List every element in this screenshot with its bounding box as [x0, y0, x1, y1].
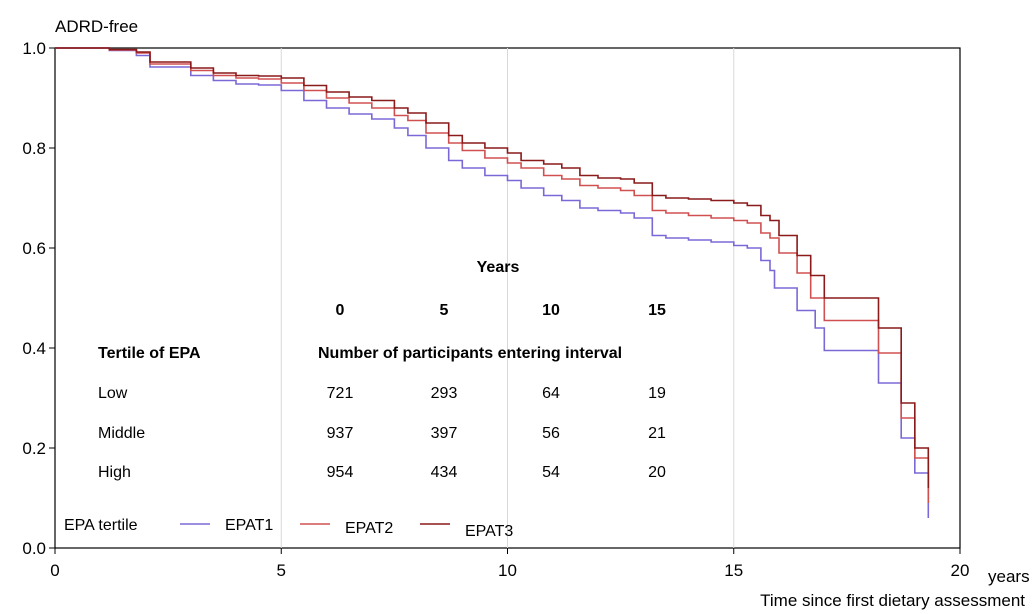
risk-table-year: 5 — [440, 302, 449, 319]
series-line-epat3 — [55, 47, 930, 488]
legend-label: EPAT1 — [225, 517, 273, 534]
risk-table-row-label: Low — [98, 385, 128, 402]
risk-table-cell: 21 — [648, 425, 666, 442]
y-tick-label: 0.0 — [22, 539, 46, 558]
risk-table-year: 0 — [336, 302, 345, 319]
risk-table-cell: 293 — [431, 385, 458, 402]
risk-table-row-label: High — [98, 464, 131, 481]
y-tick-label: 0.4 — [22, 339, 46, 358]
risk-table-cell: 54 — [542, 464, 560, 481]
y-tick-label: 0.2 — [22, 439, 46, 458]
risk-table-years: 0 5 10 15 — [336, 302, 666, 319]
risk-table-row-header: Tertile of EPA — [98, 345, 201, 362]
risk-table-cell: 954 — [327, 464, 354, 481]
legend: EPA tertile EPAT1 EPAT2 EPAT3 — [64, 517, 513, 540]
legend-label: EPAT3 — [465, 523, 513, 540]
x-axis-label: Time since first dietary assessment — [760, 591, 1025, 610]
y-tick-label: 0.8 — [22, 139, 46, 158]
risk-table-cell: 937 — [327, 425, 354, 442]
risk-table-cell: 721 — [327, 385, 354, 402]
risk-table-cell: 64 — [542, 385, 560, 402]
risk-table: Years 0 5 10 15 Tertile of EPA Number of pa… — [98, 259, 666, 481]
x-tick-label: 20 — [951, 561, 970, 580]
legend-title: EPA tertile — [64, 517, 138, 534]
risk-table-row-label: Middle — [98, 425, 145, 442]
legend-label: EPAT2 — [345, 520, 393, 537]
risk-table-year: 10 — [542, 302, 560, 319]
x-tick-label: 10 — [498, 561, 517, 580]
risk-table-title: Years — [477, 259, 520, 276]
risk-table-column-header: Number of participants entering interval — [318, 345, 622, 362]
series-line-epat1 — [55, 47, 930, 518]
y-tick-label: 0.6 — [22, 239, 46, 258]
risk-table-year: 15 — [648, 302, 666, 319]
risk-table-rows: Low 721 293 64 19 Middle 937 397 56 21 High 954 434 5… — [98, 385, 666, 481]
grid-lines — [280, 48, 735, 548]
risk-table-cell: 434 — [431, 464, 458, 481]
series-line-epat2 — [55, 47, 930, 503]
y-axis-label: ADRD-free — [55, 17, 138, 36]
y-tick-label: 1.0 — [22, 39, 46, 58]
axis-ticks: 0 5 10 15 20 0.0 0.2 0.4 0.6 0.8 1.0 — [22, 39, 969, 580]
risk-table-cell: 19 — [648, 385, 666, 402]
x-tick-label: 0 — [50, 561, 59, 580]
risk-table-cell: 56 — [542, 425, 560, 442]
risk-table-cell: 20 — [648, 464, 666, 481]
legend-items: EPAT1 EPAT2 EPAT3 — [180, 517, 513, 540]
x-tick-label: 15 — [724, 561, 743, 580]
risk-table-cell: 397 — [431, 425, 458, 442]
x-axis-unit: years — [988, 567, 1030, 586]
series-group — [55, 47, 930, 518]
x-tick-label: 5 — [277, 561, 286, 580]
